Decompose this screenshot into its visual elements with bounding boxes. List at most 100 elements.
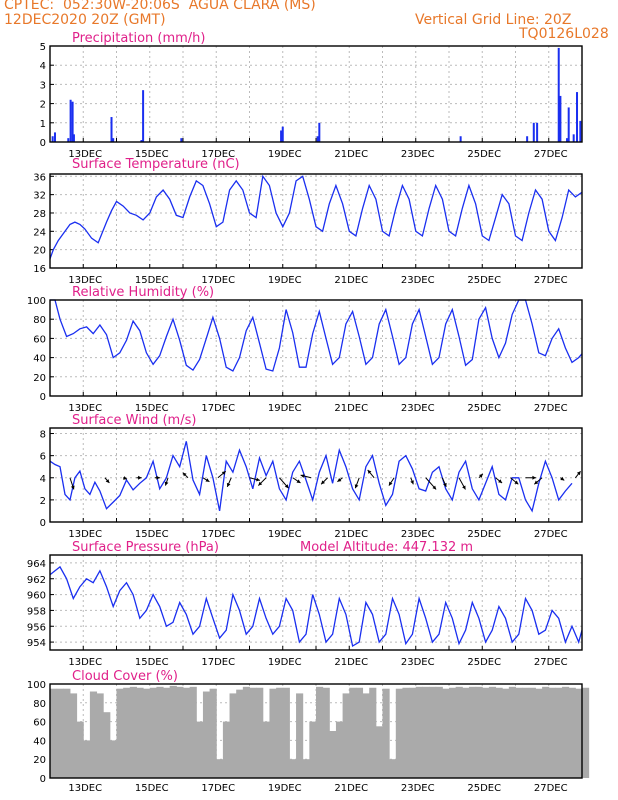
cloud-ytick-label: 80 <box>33 699 46 710</box>
cloud-bar <box>582 687 590 778</box>
pres-ytick-label: 962 <box>27 575 46 586</box>
precip-xtick-label: 15DEC <box>135 149 169 160</box>
pres-xtick-label: 25DEC <box>467 657 501 668</box>
precip-bar <box>566 138 569 142</box>
cloud-bar <box>542 686 550 778</box>
header-location: CPTEC: 052:30W-20:06S AGUA CLARA (MS) <box>4 0 316 13</box>
cloud-bar <box>123 687 131 778</box>
rh-xtick-label: 19DEC <box>268 403 302 414</box>
wind-xtick-label: 15DEC <box>135 529 169 540</box>
precip-xtick-label: 21DEC <box>334 149 368 160</box>
wind-wind-arrowhead <box>534 480 539 485</box>
cloud-xtick-label: 19DEC <box>268 783 302 794</box>
cloud-bar <box>222 721 231 778</box>
cloud-xtick-label: 21DEC <box>334 783 368 794</box>
precip-bar <box>318 122 321 142</box>
cloud-bar <box>63 688 71 778</box>
precip-xtick-label: 19DEC <box>268 149 302 160</box>
cloud-ytick-label: 20 <box>33 755 46 766</box>
wind-xtick-label: 19DEC <box>268 529 302 540</box>
cloud-xtick-label: 23DEC <box>401 783 435 794</box>
cloud-bar <box>276 687 284 778</box>
cloud-bar <box>355 687 364 778</box>
cloud-bar <box>76 721 84 778</box>
cloud-bar <box>548 687 556 778</box>
header-model-id: TQ0126L028 <box>519 26 609 42</box>
wind-wind-arrowhead <box>256 477 260 482</box>
pres-xtick-label: 13DEC <box>68 657 102 668</box>
cloud-bar <box>209 688 217 778</box>
pres-ytick-label: 960 <box>27 591 46 602</box>
precip-bar <box>281 126 284 142</box>
temp-xtick-label: 21DEC <box>334 275 368 286</box>
precip-bar <box>559 95 562 142</box>
wind-xtick-label: 17DEC <box>201 529 235 540</box>
precip-xtick-label: 27DEC <box>534 149 568 160</box>
cloud-bar <box>535 688 543 778</box>
temp-xtick-label: 25DEC <box>467 275 501 286</box>
cloud-bar <box>575 688 583 778</box>
cloud-bar <box>455 686 463 778</box>
cloud-bar <box>256 687 264 778</box>
cloud-bar <box>442 688 450 778</box>
pres-xtick-label: 19DEC <box>268 657 302 668</box>
pres-ytick-label: 956 <box>27 622 46 633</box>
pres-ytick-label: 964 <box>27 559 46 570</box>
temp-xtick-label: 27DEC <box>534 275 568 286</box>
temp-ytick-label: 16 <box>33 264 46 275</box>
pres-frame <box>49 554 583 651</box>
cloud-bar <box>375 726 383 778</box>
temp-frame <box>49 173 583 269</box>
cloud-bar <box>136 687 144 778</box>
rh-ytick-label: 20 <box>33 373 46 384</box>
precip-bar <box>316 136 319 142</box>
rh-ytick-label: 40 <box>33 354 46 365</box>
pres-title: Surface Pressure (hPa) <box>72 540 219 555</box>
cloud-bar <box>156 686 164 778</box>
cloud-bar <box>262 721 270 778</box>
precip-bar <box>572 134 575 142</box>
cloud-bar <box>176 686 184 778</box>
cloud-bar <box>389 759 397 778</box>
cloud-bar <box>555 687 563 778</box>
cloud-bar <box>329 731 337 778</box>
temp-ytick-label: 32 <box>33 191 46 202</box>
cloud-bar <box>409 687 417 778</box>
temp-title: Surface Temperature (nC) <box>72 157 240 172</box>
wind-wind-arrowhead <box>354 484 359 489</box>
cloud-bar <box>429 686 437 778</box>
precip-ytick-label: 1 <box>40 119 46 130</box>
cloud-xtick-label: 15DEC <box>135 783 169 794</box>
wind-wind-arrowhead <box>226 482 231 487</box>
precip-bar <box>576 92 579 142</box>
pres-xtick-label: 17DEC <box>201 657 235 668</box>
cloud-bar <box>163 687 171 778</box>
wind-series-line <box>49 441 573 513</box>
cloud-bar <box>282 687 290 778</box>
wind-ytick-label: 8 <box>40 430 46 441</box>
rh-xtick-label: 25DEC <box>467 403 501 414</box>
wind-wind-arrowhead <box>70 485 75 490</box>
precip-frame <box>49 45 583 143</box>
cloud-bar <box>189 686 197 778</box>
wind-wind-arrowhead <box>410 480 414 485</box>
pres-xtick-label: 27DEC <box>534 657 568 668</box>
cloud-xtick-label: 25DEC <box>467 783 501 794</box>
cloud-bar <box>488 686 497 778</box>
cloud-bar <box>216 759 224 778</box>
wind-xtick-label: 13DEC <box>68 529 102 540</box>
cloud-xtick-label: 13DEC <box>68 783 102 794</box>
cloud-bar <box>89 691 98 778</box>
cloud-bar <box>349 687 357 778</box>
wind-wind-arrowhead <box>296 479 301 483</box>
precip-bar <box>557 47 560 142</box>
precip-ytick-label: 4 <box>40 61 46 72</box>
precip-bar <box>110 117 113 142</box>
rh-title: Relative Humidity (%) <box>72 285 214 300</box>
cloud-bar <box>395 688 403 778</box>
wind-wind-arrowhead <box>432 485 437 490</box>
rh-xtick-label: 21DEC <box>334 403 368 414</box>
cloud-bar <box>475 686 483 778</box>
cloud-title: Cloud Cover (%) <box>72 669 178 684</box>
pres-xtick-label: 15DEC <box>135 657 169 668</box>
